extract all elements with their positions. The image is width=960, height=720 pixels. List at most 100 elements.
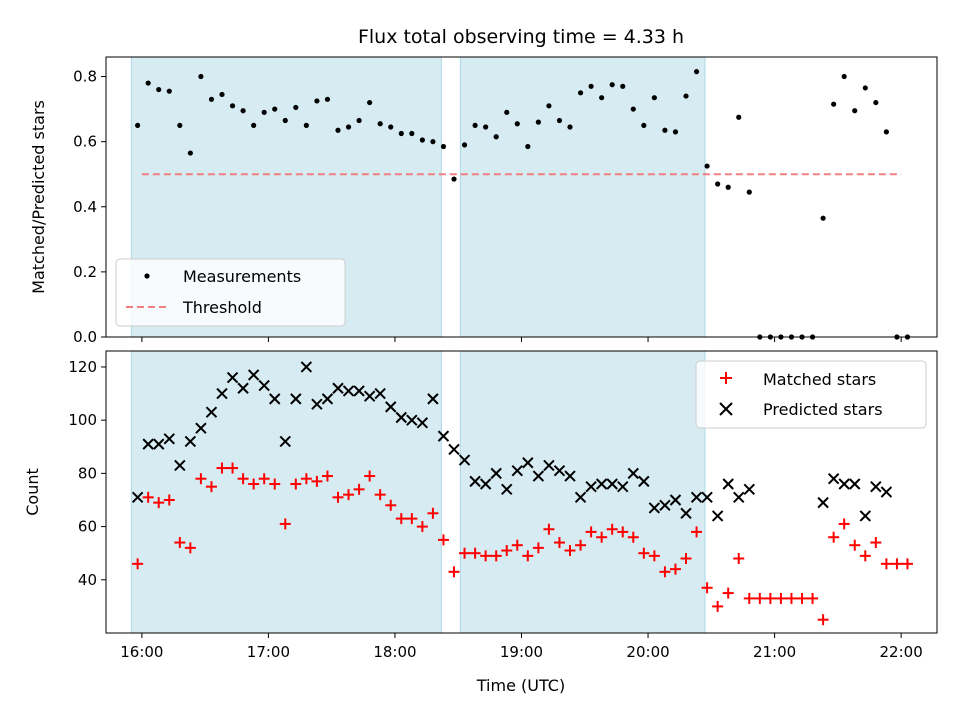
measurement-point <box>187 150 193 156</box>
measurement-point <box>419 137 425 143</box>
matched-star-point <box>669 563 681 575</box>
matched-star-point <box>279 518 291 530</box>
matched-star-point <box>437 534 449 546</box>
predicted-star-point <box>543 459 555 472</box>
measurement-point <box>546 103 552 109</box>
matched-star-point <box>227 462 239 474</box>
measurement-point <box>324 96 331 102</box>
x-tick-label: 16:00 <box>120 643 163 661</box>
measurement-point <box>135 122 141 128</box>
predicted-star-point <box>859 510 871 522</box>
matched-star-point <box>522 550 534 562</box>
measurement-point <box>630 106 636 112</box>
x-tick-label: 17:00 <box>247 643 290 661</box>
y-tick-label: 0.6 <box>73 133 97 151</box>
y-tick-label: 0.8 <box>73 68 97 86</box>
predicted-star-point <box>269 393 281 405</box>
matched-star-point <box>237 473 249 485</box>
measurement-point <box>261 109 267 115</box>
predicted-star-point <box>332 382 344 394</box>
measurement-point <box>862 85 868 91</box>
matched-star-point <box>353 483 365 495</box>
measurement-point <box>282 117 288 124</box>
measurement-point <box>588 83 594 89</box>
observing-window-1 <box>130 350 442 634</box>
matched-star-point <box>743 592 755 604</box>
matched-star-point <box>828 531 840 543</box>
matched-star-point <box>311 475 323 487</box>
predicted-star-point <box>553 465 566 477</box>
predicted-star-point <box>448 443 460 456</box>
matched-star-point <box>364 470 376 482</box>
predicted-star-point <box>300 361 313 373</box>
predicted-star-point <box>669 494 682 506</box>
measurement-point <box>651 95 657 101</box>
legend-predicted-marker <box>719 402 733 416</box>
x-tick-label: 22:00 <box>880 643 923 661</box>
x-tick-label: 21:00 <box>753 643 796 661</box>
matched-star-point <box>480 550 492 562</box>
matched-star-point <box>205 481 217 493</box>
matched-star-point <box>374 489 386 501</box>
predicted-star-point <box>131 491 144 504</box>
predicted-star-point <box>849 478 861 490</box>
measurement-point <box>725 184 731 190</box>
predicted-star-point <box>311 398 323 410</box>
matched-star-point <box>627 531 639 543</box>
matched-star-point <box>406 513 418 525</box>
measurement-point <box>198 73 204 80</box>
measurement-point <box>514 121 520 127</box>
measurement-point <box>251 122 257 128</box>
matched-star-point <box>754 592 766 604</box>
predicted-star-point <box>490 467 502 480</box>
predicted-star-point <box>627 467 639 480</box>
matched-star-point <box>290 478 302 490</box>
top-observing-windows <box>130 56 706 338</box>
matched-star-point <box>216 462 228 474</box>
top-y-axis-title: Matched/Predicted stars <box>29 100 48 294</box>
x-tick-label: 20:00 <box>626 643 669 661</box>
measurement-point <box>388 124 394 130</box>
matched-star-point <box>606 523 618 535</box>
measurement-point <box>461 142 468 148</box>
measurement-point <box>483 124 489 130</box>
measurement-point <box>398 130 404 137</box>
predicted-star-point <box>479 478 492 490</box>
observing-window-2 <box>459 56 706 338</box>
measurement-point <box>599 95 605 101</box>
predicted-star-point <box>743 483 755 496</box>
predicted-star-point <box>205 406 218 418</box>
predicted-star-point <box>817 496 829 509</box>
measurement-point <box>240 108 246 114</box>
matched-star-point <box>501 545 513 557</box>
measurement-point <box>219 91 225 98</box>
matched-star-point <box>321 470 333 482</box>
matched-star-point <box>880 558 892 570</box>
predicted-star-point <box>722 478 734 490</box>
matched-star-point <box>490 550 502 562</box>
measurement-point <box>746 189 752 195</box>
measurement-point <box>577 90 584 96</box>
measurement-point <box>736 114 742 120</box>
measurement-point <box>683 93 689 99</box>
bottom-panel: 40 60 80 100 120 16:00 17:00 18:00 19:00 20:00 21… <box>23 350 938 695</box>
measurement-point <box>662 127 668 133</box>
predicted-star-point <box>469 475 481 488</box>
matched-star-point <box>258 473 270 485</box>
predicted-star-point <box>353 385 365 397</box>
matched-star-point <box>585 526 597 538</box>
predicted-star-point <box>226 371 239 384</box>
matched-star-point <box>416 521 428 533</box>
matched-star-point <box>300 473 312 485</box>
matched-star-point <box>849 539 861 551</box>
predicted-star-point <box>395 411 407 424</box>
matched-star-point <box>680 553 692 565</box>
predicted-star-point <box>216 387 228 400</box>
measurement-point <box>272 106 278 112</box>
y-tick-label: 0.2 <box>73 263 97 281</box>
predicted-star-point <box>406 414 418 426</box>
matched-star-point <box>385 499 397 511</box>
measurement-point <box>356 117 362 124</box>
matched-star-point <box>712 600 724 612</box>
predicted-star-point <box>827 472 840 485</box>
